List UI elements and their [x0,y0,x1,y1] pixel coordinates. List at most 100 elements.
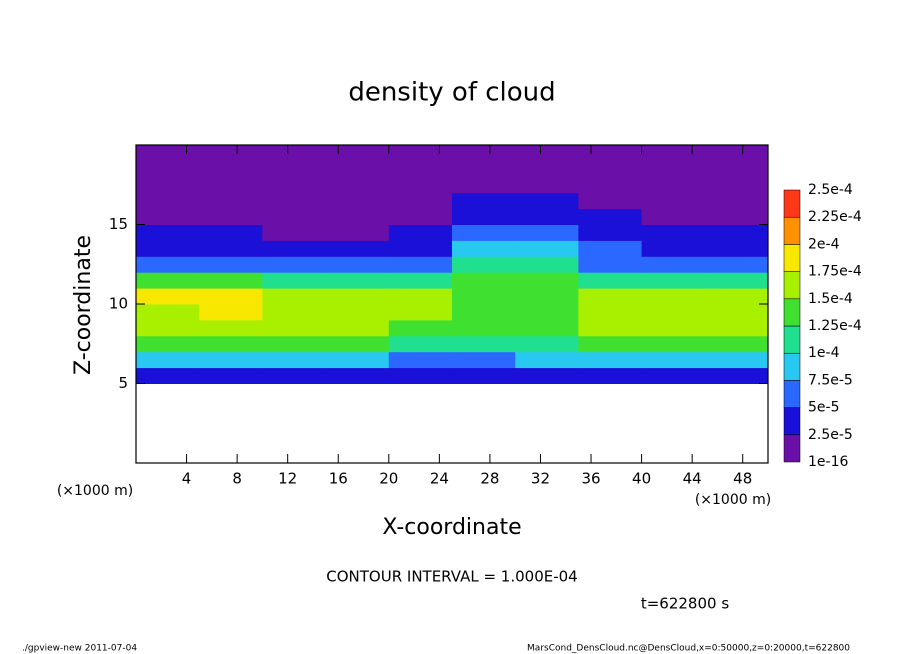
colorbar-label: 1e-4 [808,345,840,361]
cell [452,319,516,337]
colorbar-label: 2e-4 [808,236,840,252]
cell [515,256,579,273]
cell [262,208,327,225]
colorbar-label: 2.25e-4 [808,209,862,225]
cell [515,224,579,241]
cell [452,367,516,384]
cell [641,351,706,369]
cell [325,224,390,241]
colorbar-band [783,189,801,218]
cell [704,335,769,353]
cell [452,176,516,194]
cell [136,160,200,178]
cell [641,288,706,305]
cell [515,319,579,337]
cell [325,240,390,257]
cell [578,367,643,384]
cell [578,335,643,353]
cell [704,208,769,225]
cell [641,192,706,210]
cell [136,176,200,194]
footer-left: ./gpview-new 2011-07-04 [22,644,137,654]
cell [136,335,200,353]
cell [388,192,453,210]
cell [641,367,706,384]
colorbar-band [783,407,801,436]
colorbar-label: 1.25e-4 [808,318,862,334]
cell [641,160,706,178]
cell [515,351,579,369]
cell [136,351,200,369]
x-tick-label: 12 [278,470,297,488]
cell [325,256,390,273]
cell [452,160,516,178]
cell [199,192,263,210]
cell [136,145,200,162]
cell [578,176,643,194]
cell [388,335,453,353]
cell [641,240,706,257]
colorbar-band [783,298,801,327]
cell [578,192,643,210]
cell [262,319,327,337]
x-unit: (×1000 m) [695,492,771,508]
cell [704,224,769,241]
cell [578,272,643,289]
colorbar-band [783,216,801,245]
cell [704,192,769,210]
cell [578,351,643,369]
cell [452,145,516,162]
y-tick-label: 5 [118,374,128,392]
cell [199,272,263,289]
cell [136,192,200,210]
x-tick-label: 16 [329,470,348,488]
footer-right: MarsCond_DensCloud.nc@DensCloud,x=0:5000… [527,644,850,654]
cell [136,304,200,321]
cell [199,256,263,273]
x-tick-label: 32 [531,470,550,488]
colorbar-label: 1.5e-4 [808,291,853,307]
x-tick-label: 36 [581,470,600,488]
cell [262,160,327,178]
colorbar-band [783,244,801,272]
cell [136,272,200,289]
cell [262,240,327,257]
cell [641,319,706,337]
cell [388,208,453,225]
x-axis-label: X-coordinate [382,515,521,540]
cell [704,176,769,194]
cell [641,335,706,353]
time-label: t=622800 s [641,595,729,613]
cell [515,192,579,210]
cell [325,208,390,225]
cell [262,224,327,241]
cell [578,304,643,321]
cell [388,224,453,241]
cell [515,240,579,257]
cell [452,192,516,210]
cell [704,256,769,273]
cell [262,288,327,305]
cell [515,272,579,289]
cell [452,272,516,289]
cell [199,367,263,384]
cell [578,288,643,305]
cell [325,288,390,305]
cell [199,224,263,241]
colorbar-label: 2.5e-4 [808,182,853,198]
cell [388,145,453,162]
y-axis-label: Z-coordinate [71,235,96,375]
cell [704,288,769,305]
cell [641,256,706,273]
x-tick-label: 44 [683,470,702,488]
cell [325,304,390,321]
cell [199,304,263,321]
x-tick-label: 8 [232,470,242,488]
colorbar-band [783,325,801,354]
cell [325,176,390,194]
cell [136,240,200,257]
cell [515,288,579,305]
cell [515,335,579,353]
cell [578,160,643,178]
cell [641,208,706,225]
